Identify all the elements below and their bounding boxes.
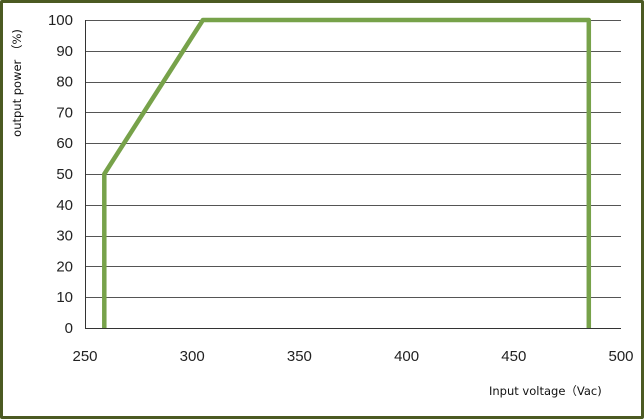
- y-tick-10: 10: [56, 289, 73, 306]
- x-tick-labels: 250 300 350 400 450 500: [72, 348, 633, 365]
- derating-chart: 0 10 20 30 40 50 60 70 80 90 100 250 300 350 400 450 50…: [10, 12, 634, 398]
- y-tick-90: 90: [56, 43, 73, 60]
- x-tick-400: 400: [394, 348, 419, 365]
- y-tick-20: 20: [56, 258, 73, 275]
- y-tick-100: 100: [48, 12, 73, 29]
- axes: [85, 20, 621, 329]
- y-tick-0: 0: [65, 320, 73, 337]
- y-tick-50: 50: [56, 166, 73, 183]
- x-tick-250: 250: [72, 348, 97, 365]
- gridlines: [85, 20, 621, 298]
- y-axis-label: output power （%): [10, 29, 24, 137]
- y-tick-labels: 0 10 20 30 40 50 60 70 80 90 100: [48, 12, 73, 337]
- y-tick-60: 60: [56, 135, 73, 152]
- y-tick-70: 70: [56, 104, 73, 121]
- x-tick-450: 450: [501, 348, 526, 365]
- series-line-0: [102, 17, 592, 328]
- y-tick-80: 80: [56, 74, 73, 91]
- y-tick-30: 30: [56, 228, 73, 245]
- x-axis-label: Input voltage（Vac): [489, 384, 602, 398]
- x-tick-350: 350: [287, 348, 312, 365]
- series-group: [102, 17, 592, 328]
- y-tick-40: 40: [56, 197, 73, 214]
- x-tick-300: 300: [180, 348, 205, 365]
- x-tick-500: 500: [608, 348, 633, 365]
